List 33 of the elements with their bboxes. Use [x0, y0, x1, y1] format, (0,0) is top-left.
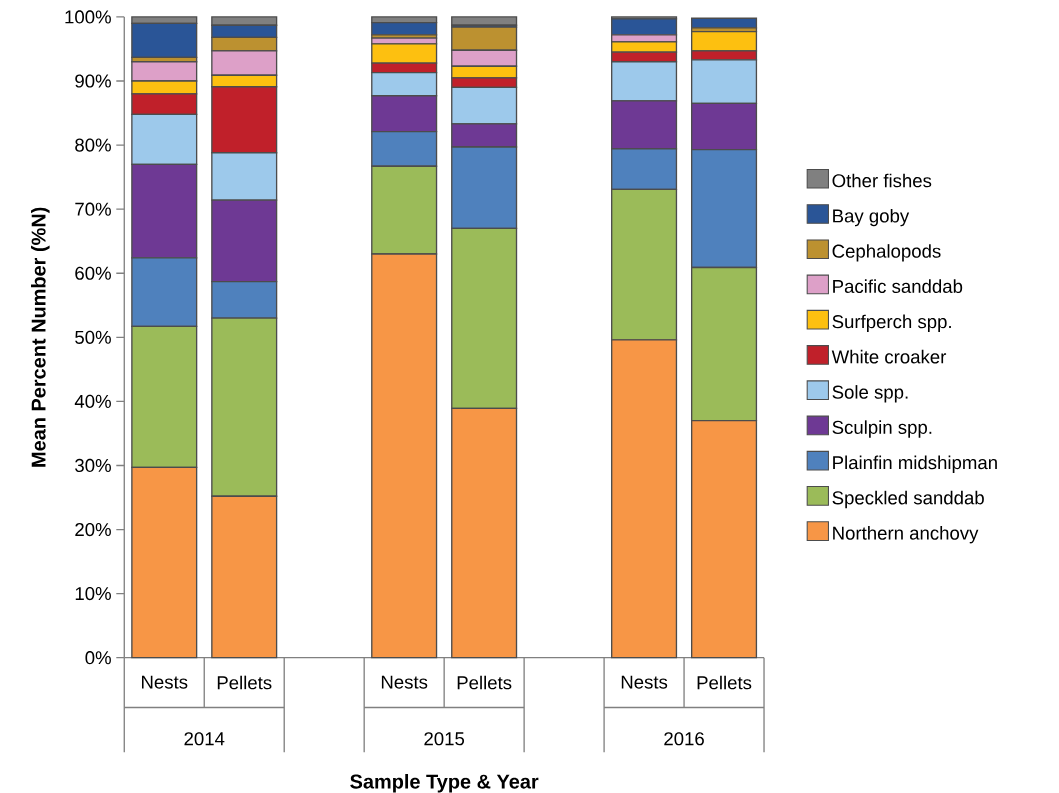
y-tick-label: 40%: [74, 394, 111, 408]
y-tick-label: 30%: [75, 458, 111, 472]
text: 2014: [184, 732, 225, 746]
y-tick-label: 90%: [75, 74, 111, 88]
legend-label: Pacific sanddab: [833, 279, 963, 293]
x-tick-label: Pellets: [457, 675, 512, 690]
y-tick-label: 80%: [75, 138, 111, 152]
y-tick-label: 0%: [85, 650, 111, 665]
x-tick-label: Nests: [142, 675, 188, 689]
x-tick-label: Nests: [621, 675, 668, 689]
legend-label: Northern anchovy: [833, 525, 979, 544]
y-tick-label: 20%: [75, 522, 111, 537]
legend-label: Speckled sanddab: [832, 490, 984, 509]
y-tick-label: 60%: [75, 266, 111, 280]
y-tick-label: 100%: [65, 10, 111, 24]
legend-label: Sole spp.: [832, 384, 908, 403]
y-tick-label: 50%: [75, 330, 111, 344]
legend-label: Plainfin midshipman: [833, 455, 997, 473]
x-tick-label: Pellets: [217, 675, 272, 690]
y-axis-title: Mean Percent Number (%N): [31, 207, 50, 467]
x-tick-label: Pellets: [697, 675, 752, 690]
legend-label: Other fishes: [832, 173, 932, 188]
text: 2016: [664, 732, 704, 746]
y-tick-label: 70%: [75, 202, 111, 216]
y-tick-label: 10%: [75, 586, 111, 601]
legend-label: Surfperch spp.: [832, 314, 951, 332]
legend-label: Bay goby: [833, 208, 910, 227]
x-tick-label: Nests: [381, 675, 428, 689]
legend-label: Sculpin spp.: [832, 420, 932, 438]
x-axis-title: Sample Type & Year: [350, 773, 539, 793]
text: 2015: [424, 732, 465, 746]
legend-label: Cephalopods: [832, 244, 941, 262]
legend-label: White croaker: [831, 349, 947, 364]
